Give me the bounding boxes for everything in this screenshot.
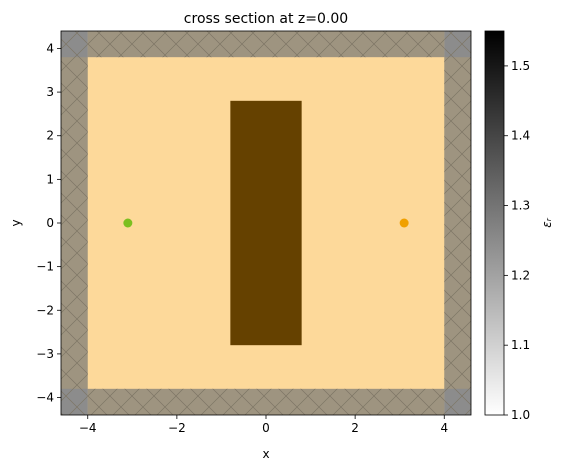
colorbar-tick-label: 1.0 bbox=[511, 408, 530, 422]
source-marker bbox=[399, 218, 409, 228]
markers bbox=[123, 218, 409, 228]
colorbar-label: εᵣ bbox=[540, 217, 554, 227]
chart-title: cross section at z=0.00 bbox=[184, 11, 348, 27]
pml-hatch bbox=[444, 31, 471, 415]
x-axis-label: x bbox=[262, 447, 269, 461]
source-marker bbox=[123, 218, 133, 228]
colorbar-tick-label: 1.2 bbox=[511, 268, 530, 282]
y-tick-label: 1 bbox=[46, 172, 54, 186]
colorbar-gradient bbox=[484, 30, 505, 416]
y-tick-label: 0 bbox=[46, 216, 54, 230]
colorbar-tick-label: 1.4 bbox=[511, 129, 530, 143]
y-tick-label: 4 bbox=[46, 41, 54, 55]
y-tick-label: −4 bbox=[36, 391, 54, 405]
y-axis-label: y bbox=[9, 219, 23, 226]
plot-area bbox=[61, 31, 471, 415]
x-tick-label: −2 bbox=[168, 421, 186, 435]
y-axis: −4 −3 −2 −1 0 1 2 3 4 bbox=[36, 41, 61, 405]
x-tick-label: −4 bbox=[79, 421, 97, 435]
y-tick-label: −2 bbox=[36, 303, 54, 317]
colorbar: 1.0 1.1 1.2 1.3 1.4 1.5 εᵣ bbox=[484, 30, 554, 422]
y-tick-label: 2 bbox=[46, 129, 54, 143]
y-tick-label: 3 bbox=[46, 85, 54, 99]
y-tick-label: −3 bbox=[36, 347, 54, 361]
pml-regions bbox=[61, 31, 471, 415]
colorbar-tick-label: 1.3 bbox=[511, 199, 530, 213]
pml-hatch bbox=[61, 31, 88, 415]
x-axis: −4 −2 0 2 4 bbox=[79, 415, 448, 435]
y-tick-label: −1 bbox=[36, 260, 54, 274]
x-tick-label: 4 bbox=[440, 421, 448, 435]
x-tick-label: 2 bbox=[351, 421, 359, 435]
pml-hatch bbox=[87, 31, 445, 58]
colorbar-tick-label: 1.1 bbox=[511, 338, 530, 352]
colorbar-tick-label: 1.5 bbox=[511, 59, 530, 73]
dielectric-structure bbox=[230, 100, 302, 346]
x-tick-label: 0 bbox=[262, 421, 270, 435]
colorbar-ticks: 1.0 1.1 1.2 1.3 1.4 1.5 bbox=[504, 59, 530, 422]
pml-hatch bbox=[87, 388, 445, 415]
